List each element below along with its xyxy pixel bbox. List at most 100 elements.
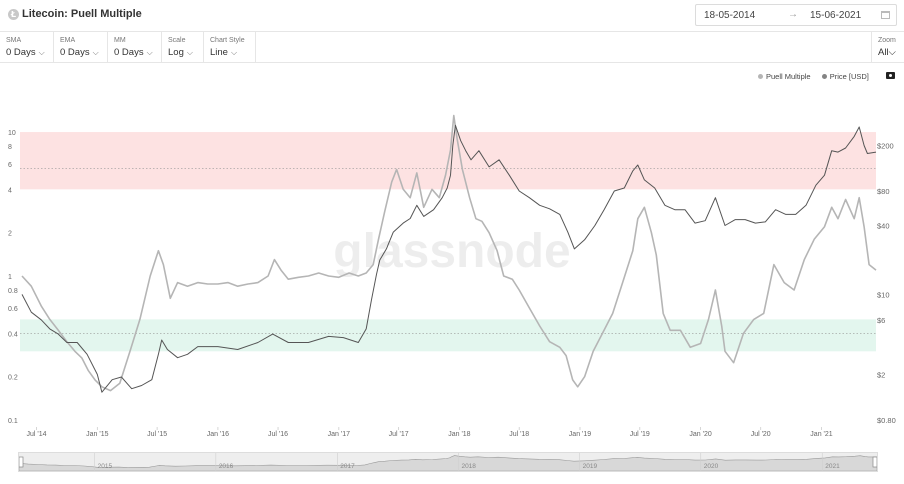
litecoin-logo-icon: Ł	[8, 9, 19, 20]
y-right-tick-label: $80	[877, 187, 890, 196]
x-tick-label: Jul '15	[147, 431, 167, 438]
y-left-tick-label: 10	[8, 130, 16, 137]
y-right-tick-label: $6	[877, 316, 885, 325]
y-left-tick-label: 0.2	[8, 375, 18, 382]
zoom-label: Zoom	[878, 37, 896, 44]
series-line-price	[21, 124, 877, 393]
x-tick-label: Jan '16	[207, 431, 229, 438]
navigator-label: 2021	[825, 463, 840, 470]
y-left-tick-label: 2	[8, 231, 12, 238]
zoom-value: All	[878, 47, 889, 58]
scale-label: Scale	[168, 37, 186, 44]
y-left-tick-label: 8	[8, 144, 12, 151]
chart-style-label: Chart Style	[210, 37, 245, 44]
chart-style-value: Line	[210, 47, 228, 58]
y-left-tick-label: 6	[8, 162, 12, 169]
y-left-tick-label: 0.8	[8, 288, 18, 295]
y-axis-right: $0.80 $2 $6 $10 $40 $80 $200	[877, 141, 896, 425]
ema-select[interactable]: 0 Days ⌵	[60, 47, 99, 58]
legend-item-puell[interactable]: Puell Multiple	[758, 72, 811, 81]
y-right-tick-label: $40	[877, 221, 890, 230]
x-tick-label: Jul '16	[268, 431, 288, 438]
sma-label: SMA	[6, 37, 22, 44]
chevron-down-icon: ⌵	[146, 48, 153, 57]
legend-item-price[interactable]: Price [USD]	[821, 71, 869, 81]
ema-value: 0 Days	[60, 47, 90, 58]
navigator-label: 2020	[704, 463, 719, 470]
ema-control[interactable]: EMA 0 Days ⌵	[54, 32, 108, 62]
y-left-tick-label: 1	[8, 274, 12, 281]
mm-value: 0 Days	[114, 47, 144, 58]
y-right-tick-label: $200	[877, 141, 894, 150]
scale-value: Log	[168, 47, 184, 58]
y-left-tick-label: 0.4	[8, 331, 18, 338]
y-axis-left: 0.1 0.2 0.4 0.6 0.8 1 2 4 6 8 10	[8, 130, 18, 425]
navigator-label: 2015	[98, 463, 113, 470]
navigator-area	[19, 455, 877, 471]
date-range-picker[interactable]: 18-05-2014 → 15-06-2021	[695, 4, 897, 26]
navigator-handle-right[interactable]	[872, 456, 877, 468]
y-right-tick-label: $2	[877, 370, 885, 379]
date-arrow: →	[788, 9, 798, 20]
navigator-label: 2016	[219, 463, 234, 470]
watermark: glassnode	[333, 225, 570, 278]
navigator-label: 2017	[340, 463, 355, 470]
scale-control[interactable]: Scale Log ⌵	[162, 32, 204, 62]
calendar-icon[interactable]	[881, 11, 890, 19]
navigator-label: 2018	[461, 463, 476, 470]
x-tick-label: Jul '17	[389, 431, 409, 438]
series	[21, 114, 877, 393]
x-tick-label: Jul '19	[630, 431, 650, 438]
navigator-label: 2019	[583, 463, 598, 470]
bands	[20, 132, 876, 352]
sma-value: 0 Days	[6, 47, 36, 58]
chevron-down-icon: ⌵	[38, 48, 45, 57]
zoom-control[interactable]: Zoom All⌵	[871, 32, 904, 62]
legend-label-puell: Puell Multiple	[766, 71, 811, 81]
scale-select[interactable]: Log ⌵	[168, 47, 193, 58]
mm-select[interactable]: 0 Days ⌵	[114, 47, 153, 58]
chevron-down-icon: ⌵	[230, 48, 238, 57]
y-right-tick-label: $10	[877, 290, 890, 299]
chevron-down-icon: ⌵	[888, 47, 896, 58]
band-low	[20, 319, 876, 352]
chart-area: glassnode 0.1 0.2 0.4 0.6 0.8 1 2 4 6 8 10 $0.80 $2…	[8, 114, 896, 438]
x-tick-label: Jan '18	[448, 431, 470, 438]
controls-bar: SMA 0 Days ⌵ EMA 0 Days ⌵ MM 0 Days ⌵ Scale…	[0, 31, 904, 63]
camera-icon[interactable]	[886, 72, 895, 79]
range-navigator[interactable]: 2015 2016 2017 2018 2019 2020 2021	[18, 452, 878, 472]
x-tick-label: Jan '21	[810, 431, 832, 438]
navigator-svg: 2015 2016 2017 2018 2019 2020 2021	[19, 453, 877, 471]
x-tick-label: Jul '14	[27, 431, 47, 438]
ema-label: EMA	[60, 37, 76, 44]
chart-style-control[interactable]: Chart Style Line ⌵	[204, 32, 256, 62]
x-tick-label: Jan '20	[689, 431, 711, 438]
zoom-select[interactable]: All⌵	[878, 47, 896, 58]
legend-dot-puell	[758, 74, 763, 80]
chart-title: Litecoin: Puell Multiple	[22, 8, 142, 20]
sma-select[interactable]: 0 Days ⌵	[6, 47, 45, 58]
navigator-handle-left[interactable]	[19, 456, 24, 468]
y-left-tick-label: 4	[8, 187, 12, 194]
chevron-down-icon: ⌵	[92, 48, 99, 57]
y-left-tick-label: 0.6	[8, 306, 18, 313]
y-left-tick-label: 0.1	[8, 418, 18, 425]
x-tick-label: Jan '19	[569, 431, 591, 438]
x-tick-label: Jan '15	[86, 431, 108, 438]
header-bar: Ł Litecoin: Puell Multiple 18-05-2014 → …	[0, 0, 904, 31]
x-tick-label: Jul '18	[509, 431, 529, 438]
x-axis: Jul '14 Jan '15 Jul '15 Jan '16 Jul '16 Jan '…	[27, 427, 833, 438]
legend: Puell Multiple Price [USD]	[758, 71, 878, 81]
sma-control[interactable]: SMA 0 Days ⌵	[0, 32, 54, 62]
legend-dot-price	[821, 74, 827, 80]
mm-control[interactable]: MM 0 Days ⌵	[108, 32, 162, 62]
legend-label-price: Price [USD]	[829, 71, 869, 81]
date-to[interactable]: 15-06-2021	[810, 10, 862, 21]
y-right-tick-label: $0.80	[877, 416, 896, 425]
chevron-down-icon: ⌵	[186, 48, 193, 57]
x-tick-label: Jan '17	[328, 431, 350, 438]
x-tick-label: Jul '20	[751, 431, 771, 438]
date-from[interactable]: 18-05-2014	[704, 10, 756, 21]
mm-label: MM	[114, 37, 126, 44]
chart-style-select[interactable]: Line ⌵	[210, 47, 237, 58]
